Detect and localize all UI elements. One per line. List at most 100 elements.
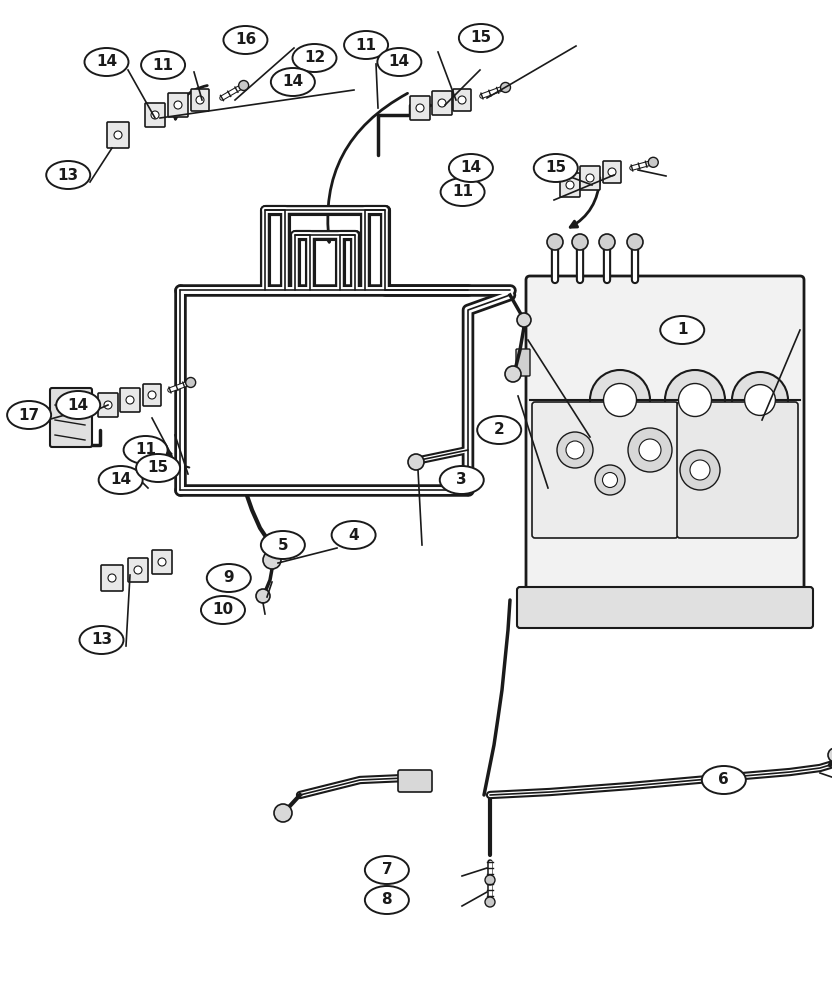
Ellipse shape bbox=[441, 178, 484, 206]
Text: 14: 14 bbox=[389, 54, 410, 70]
Circle shape bbox=[505, 366, 521, 382]
Circle shape bbox=[151, 111, 159, 119]
Text: 2: 2 bbox=[494, 422, 504, 438]
Ellipse shape bbox=[141, 51, 185, 79]
FancyBboxPatch shape bbox=[532, 402, 678, 538]
Ellipse shape bbox=[702, 766, 745, 794]
Ellipse shape bbox=[47, 161, 90, 189]
Text: 17: 17 bbox=[18, 408, 40, 422]
Circle shape bbox=[196, 96, 204, 104]
Text: 14: 14 bbox=[110, 473, 131, 488]
Circle shape bbox=[547, 234, 563, 250]
Circle shape bbox=[186, 377, 196, 387]
Ellipse shape bbox=[57, 391, 100, 419]
FancyBboxPatch shape bbox=[453, 89, 471, 111]
Circle shape bbox=[732, 372, 788, 428]
Text: 15: 15 bbox=[545, 160, 567, 176]
Circle shape bbox=[586, 174, 594, 182]
Circle shape bbox=[628, 428, 672, 472]
Ellipse shape bbox=[7, 401, 51, 429]
Circle shape bbox=[590, 370, 650, 430]
FancyBboxPatch shape bbox=[168, 93, 188, 117]
Circle shape bbox=[566, 181, 574, 189]
FancyBboxPatch shape bbox=[98, 393, 118, 417]
Circle shape bbox=[665, 370, 725, 430]
FancyBboxPatch shape bbox=[143, 384, 161, 406]
Circle shape bbox=[148, 391, 156, 399]
Circle shape bbox=[599, 234, 615, 250]
Circle shape bbox=[458, 96, 466, 104]
Circle shape bbox=[485, 897, 495, 907]
Circle shape bbox=[828, 748, 832, 762]
Ellipse shape bbox=[344, 31, 388, 59]
Ellipse shape bbox=[440, 466, 483, 494]
Circle shape bbox=[274, 804, 292, 822]
Text: 8: 8 bbox=[382, 892, 392, 908]
Text: 15: 15 bbox=[470, 30, 492, 45]
Circle shape bbox=[416, 104, 424, 112]
Text: 3: 3 bbox=[457, 473, 467, 488]
FancyBboxPatch shape bbox=[526, 276, 804, 594]
Ellipse shape bbox=[207, 564, 250, 592]
Circle shape bbox=[566, 441, 584, 459]
FancyBboxPatch shape bbox=[516, 349, 530, 376]
Circle shape bbox=[608, 168, 616, 176]
Circle shape bbox=[627, 234, 643, 250]
Ellipse shape bbox=[478, 416, 521, 444]
Text: 7: 7 bbox=[382, 862, 392, 878]
FancyBboxPatch shape bbox=[560, 173, 580, 197]
Text: 11: 11 bbox=[452, 184, 473, 200]
Circle shape bbox=[557, 432, 593, 468]
Circle shape bbox=[485, 875, 495, 885]
FancyBboxPatch shape bbox=[580, 166, 600, 190]
Ellipse shape bbox=[534, 154, 577, 182]
Circle shape bbox=[263, 551, 281, 569]
FancyBboxPatch shape bbox=[107, 122, 129, 148]
Ellipse shape bbox=[99, 466, 142, 494]
Text: 10: 10 bbox=[212, 602, 234, 617]
Circle shape bbox=[174, 101, 182, 109]
Circle shape bbox=[745, 385, 775, 415]
FancyBboxPatch shape bbox=[191, 89, 209, 111]
Circle shape bbox=[134, 566, 142, 574]
Circle shape bbox=[126, 396, 134, 404]
FancyBboxPatch shape bbox=[398, 770, 432, 792]
Ellipse shape bbox=[378, 48, 421, 76]
Ellipse shape bbox=[201, 596, 245, 624]
Ellipse shape bbox=[224, 26, 267, 54]
Circle shape bbox=[158, 558, 166, 566]
Text: 4: 4 bbox=[349, 528, 359, 542]
Circle shape bbox=[104, 401, 112, 409]
FancyBboxPatch shape bbox=[432, 91, 452, 115]
FancyBboxPatch shape bbox=[101, 565, 123, 591]
Ellipse shape bbox=[136, 454, 180, 482]
Text: 11: 11 bbox=[152, 57, 174, 73]
FancyBboxPatch shape bbox=[128, 558, 148, 582]
Ellipse shape bbox=[124, 436, 167, 464]
FancyBboxPatch shape bbox=[603, 161, 621, 183]
Circle shape bbox=[517, 313, 531, 327]
Text: 6: 6 bbox=[719, 772, 729, 788]
Circle shape bbox=[572, 234, 588, 250]
Ellipse shape bbox=[365, 886, 409, 914]
Text: 11: 11 bbox=[135, 442, 156, 458]
Text: 9: 9 bbox=[224, 570, 234, 585]
FancyBboxPatch shape bbox=[677, 402, 798, 538]
Circle shape bbox=[679, 383, 711, 416]
Circle shape bbox=[114, 131, 122, 139]
Circle shape bbox=[602, 473, 617, 488]
Ellipse shape bbox=[85, 48, 128, 76]
Circle shape bbox=[108, 574, 116, 582]
Circle shape bbox=[239, 81, 249, 91]
Ellipse shape bbox=[271, 68, 314, 96]
Text: 11: 11 bbox=[355, 37, 377, 52]
FancyBboxPatch shape bbox=[145, 103, 165, 127]
Text: 12: 12 bbox=[304, 50, 325, 66]
Circle shape bbox=[408, 454, 424, 470]
Ellipse shape bbox=[332, 521, 375, 549]
Ellipse shape bbox=[293, 44, 336, 72]
Text: 1: 1 bbox=[677, 322, 687, 338]
Circle shape bbox=[680, 450, 720, 490]
Text: 16: 16 bbox=[235, 32, 256, 47]
Circle shape bbox=[648, 157, 658, 167]
